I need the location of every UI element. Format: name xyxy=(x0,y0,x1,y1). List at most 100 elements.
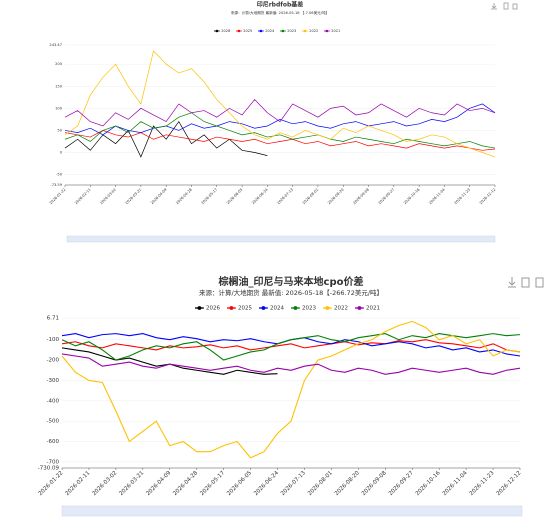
toolbar-1[interactable] xyxy=(491,2,518,10)
x-tick-label: 2026-09-27 xyxy=(388,470,415,497)
x-tick-label: 2026-08-20 xyxy=(327,187,345,205)
legend-label: 2025 xyxy=(243,29,252,33)
chart-subtitle: 来源：计算/大地期货 最新值: 2026-05-18 【-7.06美元/吨】 xyxy=(231,10,329,15)
y-tick-label: -730.09 xyxy=(38,466,60,472)
x-tick-label: 2026-03-02 xyxy=(92,470,119,497)
x-tick-label: 2026-01-22 xyxy=(38,470,65,497)
x-tick-label: 2026-11-04 xyxy=(442,470,469,497)
legend-label: 2021 xyxy=(331,29,340,33)
legend-label: 2024 xyxy=(270,306,284,312)
x-tick-label: 2026-06-05 xyxy=(226,470,253,497)
y-tick-label: -400 xyxy=(47,398,60,404)
chart-subtitle: 来源：计算/大地期货 最新值: 2026-05-18【-266.72美元/吨】 xyxy=(199,288,383,297)
legend-marker xyxy=(293,306,298,310)
x-tick-label: 2026-04-09 xyxy=(150,187,168,205)
y-tick-label: -600 xyxy=(47,439,60,445)
x-tick-label: 2026-09-08 xyxy=(352,187,370,205)
x-tick-label: 2026-10-16 xyxy=(403,187,421,205)
legend-marker xyxy=(259,29,263,33)
y-tick-label: -500 xyxy=(47,419,60,425)
x-tick-label: 2026-11-23 xyxy=(469,470,496,497)
series-line xyxy=(61,333,521,357)
legend-label: 2026 xyxy=(221,29,231,33)
legend-marker xyxy=(357,306,362,310)
legend-marker xyxy=(215,29,219,33)
legend-label: 2025 xyxy=(238,306,252,312)
zoom-slider[interactable] xyxy=(61,505,523,517)
x-tick-label: 2026-03-21 xyxy=(125,188,143,206)
x-tick-label: 2026-08-20 xyxy=(334,470,361,497)
series-line xyxy=(64,103,496,136)
x-tick-label: 2026-04-28 xyxy=(172,470,199,497)
legend-marker xyxy=(197,306,202,310)
x-tick-label: 2026-07-13 xyxy=(280,470,307,497)
x-tick-label: 2026-05-17 xyxy=(199,470,226,497)
x-tick-label: 2026-02-11 xyxy=(74,188,92,206)
x-tick-label: 2026-11-04 xyxy=(428,187,446,205)
x-tick-label: 2026-09-27 xyxy=(378,188,396,206)
series-line xyxy=(64,50,496,158)
x-tick-label: 2026-11-23 xyxy=(454,188,472,206)
x-tick-label: 2026-08-01 xyxy=(302,188,320,206)
legend-marker xyxy=(281,29,285,33)
zoom-slider[interactable] xyxy=(66,235,496,243)
series-line xyxy=(64,120,268,158)
chart-title: 棕榈油_印尼与马来本地cpo价差 xyxy=(218,275,364,288)
legend-marker xyxy=(303,29,307,33)
legend-marker xyxy=(229,306,234,310)
legend-label: 2022 xyxy=(309,29,318,33)
data-icon[interactable] xyxy=(503,2,509,10)
x-tick-label: 2026-08-01 xyxy=(307,470,334,497)
refresh-icon[interactable] xyxy=(512,3,518,10)
x-tick-label: 2026-05-17 xyxy=(201,188,219,206)
y-tick-label: -50 xyxy=(56,173,63,177)
x-tick-label: 2026-03-02 xyxy=(99,188,117,206)
x-tick-label: 2026-04-09 xyxy=(145,470,172,497)
x-tick-label: 2026-06-24 xyxy=(253,470,280,497)
x-tick-label: 2026-12-12 xyxy=(479,188,497,206)
download-icon[interactable] xyxy=(508,277,516,288)
series-line xyxy=(61,333,521,361)
data-icon[interactable] xyxy=(521,277,530,288)
x-tick-label: 2026-10-16 xyxy=(415,470,442,497)
y-tick-label: 100 xyxy=(55,106,63,110)
x-tick-label: 2026-06-24 xyxy=(251,187,269,205)
x-tick-label: 2026-04-28 xyxy=(175,187,193,205)
y-tick-label: -300 xyxy=(47,378,60,384)
x-tick-label: 2026-03-21 xyxy=(118,470,145,497)
toolbar-2[interactable] xyxy=(508,277,544,288)
y-tick-label: 200 xyxy=(55,62,63,66)
legend-label: 2024 xyxy=(265,29,275,33)
legend-marker xyxy=(325,29,329,33)
series-line xyxy=(61,339,521,353)
x-tick-label: 2026-07-13 xyxy=(276,188,294,206)
legend-label: 2026 xyxy=(206,306,220,312)
y-tick-label: 0 xyxy=(60,151,63,155)
x-tick-label: 2026-01-22 xyxy=(49,188,67,206)
legend-label: 2023 xyxy=(287,29,296,33)
legend-label: 2022 xyxy=(334,306,348,312)
series-line xyxy=(64,112,496,149)
y-tick-label: 6.71 xyxy=(47,316,59,322)
y-tick-label: 150 xyxy=(55,84,63,88)
legend-label: 2023 xyxy=(302,306,316,312)
legend-label: 2021 xyxy=(366,306,380,312)
chart-title: 印尼rbdfob基差 xyxy=(257,1,304,9)
y-tick-label: -200 xyxy=(47,358,60,364)
x-tick-label: 2026-02-11 xyxy=(65,470,92,497)
download-icon[interactable] xyxy=(491,3,497,10)
x-tick-label: 2026-09-08 xyxy=(361,470,388,497)
refresh-icon[interactable] xyxy=(535,277,544,288)
x-tick-label: 2026-12-12 xyxy=(496,470,523,497)
series-line xyxy=(61,320,521,459)
y-tick-label: -73.59 xyxy=(50,183,62,187)
series-line xyxy=(64,130,496,151)
legend-marker xyxy=(261,306,266,310)
legend-marker xyxy=(237,29,241,33)
y-tick-label: 50 xyxy=(57,128,62,132)
legend-marker xyxy=(325,306,330,310)
y-tick-label: 243.47 xyxy=(49,43,62,47)
series-line xyxy=(64,98,496,127)
